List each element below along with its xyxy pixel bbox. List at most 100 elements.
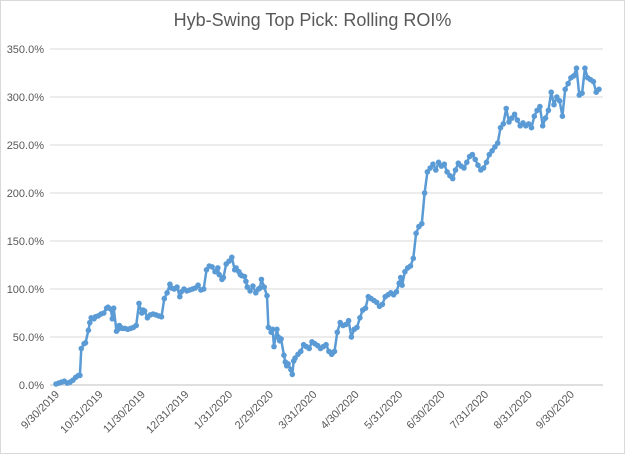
- data-point: [141, 308, 148, 314]
- y-tick-label: 100.0%: [7, 284, 45, 296]
- data-point: [545, 107, 552, 114]
- data-point: [243, 278, 249, 285]
- data-point: [419, 220, 425, 227]
- gridlines: [50, 48, 603, 386]
- data-point: [331, 348, 338, 355]
- x-tick-label: 10/31/2019: [58, 389, 105, 436]
- data-point: [261, 284, 268, 290]
- data-point: [480, 165, 487, 171]
- data-point: [373, 299, 380, 306]
- data-point: [354, 324, 360, 331]
- data-point: [216, 271, 222, 278]
- data-point: [357, 315, 363, 321]
- data-point: [177, 293, 183, 300]
- data-point: [413, 230, 419, 237]
- data-point: [531, 113, 538, 119]
- data-point: [174, 284, 180, 290]
- data-point: [215, 265, 221, 271]
- data-point: [430, 161, 436, 167]
- data-point: [441, 161, 448, 167]
- data-point: [229, 254, 235, 261]
- data-point: [247, 288, 253, 294]
- data-point: [136, 300, 142, 307]
- data-point: [461, 165, 467, 171]
- data-point: [483, 159, 490, 166]
- x-tick-label: 2/29/2020: [233, 389, 276, 432]
- x-tick-label: 4/30/2020: [319, 389, 362, 432]
- data-point: [472, 156, 479, 163]
- data-point: [379, 301, 386, 308]
- series-roi: [53, 65, 602, 387]
- y-tick-label: 300.0%: [7, 92, 45, 104]
- data-point: [500, 121, 507, 127]
- data-point: [556, 98, 563, 104]
- data-point: [399, 282, 405, 289]
- x-tick-label: 9/30/2019: [19, 389, 62, 432]
- x-tick-label: 7/31/2020: [448, 389, 491, 432]
- x-tick-label: 8/31/2020: [492, 389, 535, 432]
- y-tick-label: 250.0%: [7, 140, 45, 152]
- data-point: [348, 334, 355, 340]
- data-point: [109, 316, 116, 322]
- data-point: [133, 322, 139, 329]
- data-point: [424, 169, 431, 175]
- data-point: [164, 290, 170, 296]
- x-tick-label: 12/31/2019: [144, 389, 191, 436]
- data-point: [265, 324, 272, 331]
- data-point: [78, 345, 85, 352]
- data-point: [559, 113, 566, 119]
- data-point: [101, 310, 107, 316]
- data-point: [464, 159, 470, 166]
- data-point: [298, 348, 304, 355]
- y-axis-tick-labels: 0.0% 50.0% 100.0% 150.0% 200.0% 250.0% 300.0% 3…: [7, 44, 45, 392]
- y-tick-label: 200.0%: [7, 188, 45, 200]
- data-point: [292, 355, 298, 361]
- y-tick-label: 150.0%: [7, 236, 45, 248]
- data-point: [258, 276, 265, 283]
- x-tick-label: 5/31/2020: [362, 389, 405, 432]
- data-point: [596, 86, 602, 93]
- data-point: [158, 314, 165, 320]
- x-tick-label: 6/30/2020: [404, 389, 447, 432]
- data-point: [539, 123, 546, 129]
- data-point: [573, 65, 580, 71]
- data-point: [433, 167, 439, 173]
- x-tick-label: 9/30/2020: [534, 389, 577, 432]
- data-point: [397, 274, 404, 281]
- data-point: [421, 190, 428, 196]
- data-point: [542, 115, 549, 121]
- data-point: [537, 103, 543, 110]
- data-point: [278, 336, 284, 342]
- data-point: [410, 255, 417, 262]
- data-point: [506, 119, 512, 125]
- data-point: [475, 162, 481, 168]
- data-point: [393, 289, 400, 295]
- x-tick-label: 1/31/2020: [192, 389, 235, 432]
- data-point: [503, 105, 510, 112]
- data-point: [241, 273, 248, 280]
- data-point: [565, 80, 571, 87]
- x-tick-label: 11/30/2019: [101, 389, 148, 436]
- data-point: [288, 366, 294, 373]
- chart-title: Hyb-Swing Top Pick: Rolling ROI%: [173, 10, 452, 30]
- y-tick-label: 50.0%: [13, 332, 44, 344]
- data-point: [345, 317, 352, 324]
- data-point: [494, 140, 501, 146]
- data-point: [209, 264, 215, 270]
- data-point: [195, 282, 201, 289]
- data-point: [323, 341, 329, 348]
- y-tick-label: 0.0%: [19, 380, 44, 392]
- data-point: [511, 111, 518, 118]
- data-point: [77, 372, 83, 379]
- data-point: [528, 124, 535, 131]
- data-point: [579, 90, 585, 96]
- data-point: [250, 283, 256, 289]
- data-point: [582, 65, 588, 71]
- data-point: [514, 117, 521, 123]
- data-point: [562, 86, 568, 93]
- data-point: [551, 101, 557, 108]
- data-point: [220, 274, 227, 281]
- data-point: [257, 285, 263, 291]
